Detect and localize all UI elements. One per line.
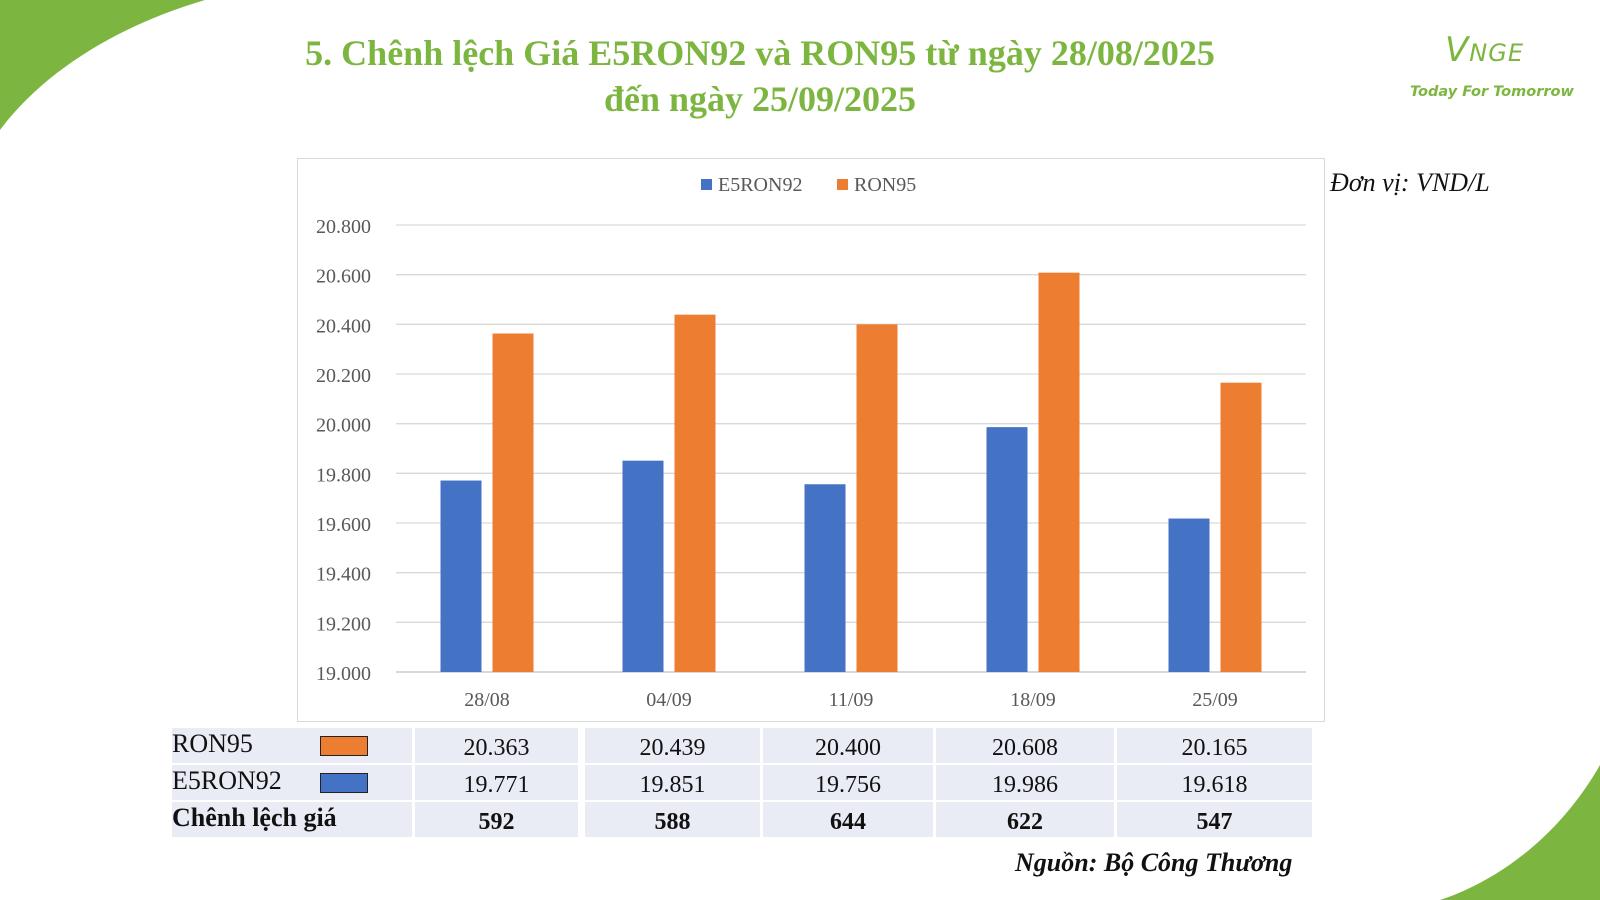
table-cell: 588	[585, 802, 760, 837]
x-tick-label: 25/09	[1192, 689, 1238, 711]
logo-mark-v: V	[1445, 30, 1470, 70]
table-cell: 20.363	[415, 728, 578, 763]
legend-swatch-ron95	[837, 179, 848, 190]
page-title: 5. Chênh lệch Giá E5RON92 và RON95 từ ng…	[250, 30, 1270, 122]
row-label-text: E5RON92	[172, 766, 282, 795]
bar-e5ron92-28-08	[440, 480, 482, 672]
legend-swatch-e5ron92	[701, 179, 712, 190]
row-label-text: RON95	[172, 729, 253, 758]
bar-ron95-28-08	[492, 333, 534, 672]
logo-mark-rest: NGE	[1469, 39, 1524, 67]
y-tick-label: 19.000	[316, 663, 371, 685]
table-cell: 20.165	[1117, 728, 1312, 763]
table-cell: 19.771	[415, 765, 578, 800]
table-cell: 19.851	[585, 765, 760, 800]
bar-chart: 19.000 19.200 19.400 19.600 19.800 20.000 20.2…	[316, 174, 1306, 711]
y-tick-label: 19.400	[316, 564, 371, 586]
legend-key-swatch	[320, 773, 368, 793]
table-cell: 20.439	[585, 728, 760, 763]
row-label-text: Chênh lệch giá	[172, 803, 337, 832]
x-tick-label: 04/09	[646, 689, 692, 711]
logo-mark: VNGE	[1445, 30, 1524, 70]
y-tick-label: 20.000	[316, 415, 371, 437]
chart-container: 19.000 19.200 19.400 19.600 19.800 20.000 20.2…	[297, 158, 1325, 722]
logo-tagline: Today For Tomorrow	[1410, 84, 1574, 100]
corner-decoration-bottom-right	[1440, 765, 1600, 900]
unit-label: Đơn vị: VND/L	[1330, 168, 1490, 197]
legend-label-e5ron92: E5RON92	[718, 174, 802, 196]
source-note: Nguồn: Bộ Công Thương	[1015, 848, 1293, 877]
bar-ron95-04-09	[674, 314, 716, 672]
table-row-label: RON95	[172, 728, 412, 763]
corner-decoration-top-left	[0, 0, 205, 130]
table-cell: 644	[763, 802, 933, 837]
table-row: E5RON92 19.771 19.851 19.756 19.986 19.618	[172, 765, 1312, 800]
bar-ron95-25-09	[1220, 382, 1262, 672]
table-row: RON95 20.363 20.439 20.400 20.608 20.165	[172, 728, 1312, 763]
title-line-1: 5. Chênh lệch Giá E5RON92 và RON95 từ ng…	[305, 33, 1215, 73]
bar-e5ron92-18-09	[986, 427, 1028, 672]
y-tick-label: 19.600	[316, 514, 371, 536]
table-cell: 19.618	[1117, 765, 1312, 800]
bar-ron95-11-09	[856, 324, 898, 672]
x-tick-label: 11/09	[829, 689, 874, 711]
vnge-logo: VNGE Today For Tomorrow	[1405, 18, 1580, 108]
y-tick-label: 20.200	[316, 365, 371, 387]
table-cell: 19.986	[936, 765, 1114, 800]
y-tick-label: 19.800	[316, 464, 371, 486]
table-row: Chênh lệch giá 592 588 644 622 547	[172, 802, 1312, 837]
table-row-label: Chênh lệch giá	[172, 802, 412, 837]
y-tick-label: 20.600	[316, 266, 371, 288]
table-cell: 20.400	[763, 728, 933, 763]
y-tick-label: 19.200	[316, 613, 371, 635]
table-cell: 622	[936, 802, 1114, 837]
legend-label-ron95: RON95	[854, 174, 916, 196]
table-cell: 19.756	[763, 765, 933, 800]
bar-e5ron92-04-09	[622, 460, 664, 672]
y-tick-label: 20.400	[316, 315, 371, 337]
table-cell: 547	[1117, 802, 1312, 837]
legend-key-swatch	[320, 736, 368, 756]
bar-ron95-18-09	[1038, 272, 1080, 672]
table-cell: 20.608	[936, 728, 1114, 763]
table-row-label: E5RON92	[172, 765, 412, 800]
bar-e5ron92-25-09	[1168, 518, 1210, 672]
x-tick-label: 28/08	[464, 689, 510, 711]
title-line-2: đến ngày 25/09/2025	[603, 79, 917, 119]
table-cell: 592	[415, 802, 578, 837]
bar-e5ron92-11-09	[804, 484, 846, 672]
x-tick-label: 18/09	[1010, 689, 1056, 711]
y-tick-label: 20.800	[316, 216, 371, 238]
